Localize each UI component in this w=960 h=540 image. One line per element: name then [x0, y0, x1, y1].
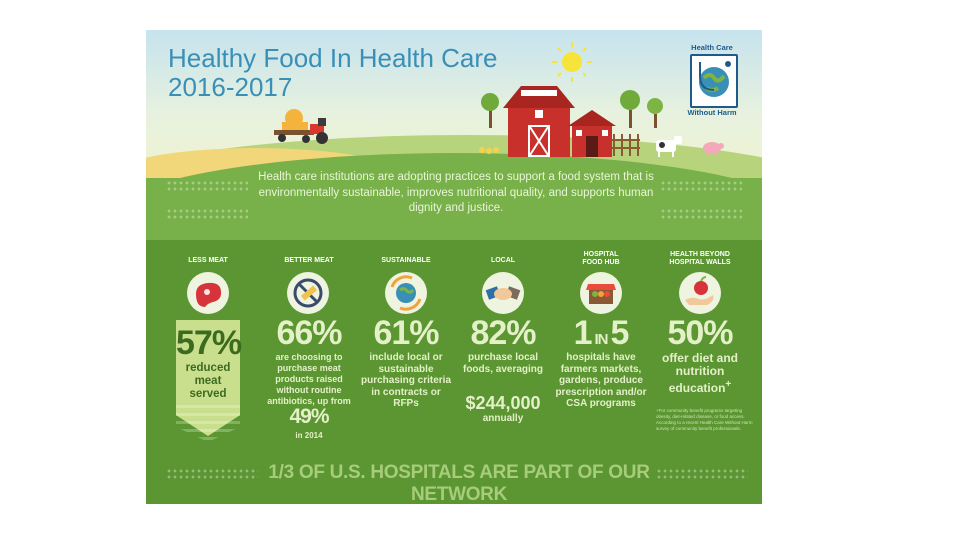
heading-local: LOCAL: [490, 257, 516, 264]
heading-beyond-walls-line-2: HOSPITAL WALLS: [669, 259, 731, 266]
stat-previous-value: 49%: [289, 405, 329, 428]
stat-value-food-hub: 1 IN5: [556, 316, 646, 357]
title-line-1: Healthy Food In Health Care: [168, 43, 498, 73]
stat-value-less-meat: 57%: [176, 324, 242, 362]
no-antibiotics-syringe-icon: [293, 278, 323, 308]
globe-recycle-icon: [390, 275, 422, 311]
icon-circle: [580, 272, 622, 314]
decorative-dots: [166, 208, 248, 220]
heading-beyond-walls: HEALTH BEYOND HOSPITAL WALLS: [654, 251, 746, 267]
barn-icon: [503, 86, 575, 157]
heading-food-hub-line-2: FOOD HUB: [582, 259, 620, 266]
decorative-dots: [660, 180, 742, 192]
stat-desc-food-hub: hospitals have farmers markets, gardens,…: [555, 352, 647, 409]
chicks-icon: [479, 147, 499, 154]
tractor-icon: [274, 109, 328, 144]
stats-band: [146, 240, 762, 504]
ratio-denominator: 5: [610, 314, 630, 352]
decorative-dots: [166, 180, 248, 192]
tree-icon: [647, 98, 663, 128]
infographic-poster: Healthy Food In Health Care 2016-2017 He…: [146, 30, 762, 504]
stat-desc-local: purchase local foods, averaging: [462, 352, 543, 375]
tree-icon: [620, 90, 640, 128]
handshake-icon: [485, 286, 521, 300]
heading-less-meat: LESS MEAT: [188, 257, 228, 264]
page-title: Healthy Food In Health Care 2016-2017: [168, 44, 498, 102]
icon-circle: [187, 272, 229, 314]
stat-value-better-meat: 66%: [276, 314, 342, 352]
stat-value-beyond-walls: 50%: [667, 314, 733, 352]
stat-desc-beyond-walls-text: offer diet and nutrition education: [661, 351, 738, 395]
stat-desc-better-meat: are choosing to purchase meat products r…: [267, 352, 351, 406]
globe-stethoscope-icon: [699, 61, 731, 97]
logo-top-text: Health Care: [691, 43, 733, 52]
hand-apple-icon: [685, 276, 714, 305]
organization-logo: Health Care Without Harm: [682, 42, 742, 118]
icon-circle: [482, 272, 524, 314]
decorative-dots: [166, 468, 258, 480]
ratio-in: IN: [594, 331, 609, 348]
intro-band: [146, 178, 762, 240]
stat-desc-sustainable: include local or sustainable purchasing …: [360, 352, 452, 409]
stat-amount-local: $244,000: [465, 393, 541, 413]
produce-stand-icon: [586, 284, 616, 304]
stat-value-sustainable: 61%: [373, 314, 439, 352]
heading-food-hub-line-1: HOSPITAL: [583, 251, 619, 258]
stat-amount-suffix: annually: [482, 413, 524, 424]
icon-circle: [679, 272, 721, 314]
stat-value-local: 82%: [470, 314, 536, 352]
stat-desc-less-meat: reduced meat served: [185, 362, 231, 400]
logo-frame: [690, 54, 738, 108]
footnote-mark: +: [725, 379, 732, 390]
stat-previous-year: in 2014: [295, 431, 323, 440]
decorative-dots: [656, 468, 748, 480]
footnote: +For community benefit programs targetin…: [656, 408, 753, 431]
pig-icon: [703, 142, 724, 156]
ratio-numerator: 1: [573, 314, 593, 352]
title-line-2: 2016-2017: [168, 72, 293, 102]
icon-circle: [287, 272, 329, 314]
intro-text: Health care institutions are adopting pr…: [258, 171, 654, 214]
steak-icon: [196, 282, 222, 307]
heading-better-meat: BETTER MEAT: [284, 257, 334, 264]
heading-food-hub: HOSPITAL FOOD HUB: [556, 251, 646, 267]
sun-icon: [552, 42, 592, 82]
bottom-banner: 1/3 OF U.S. HOSPITALS ARE PART OF OUR NE…: [268, 462, 650, 504]
heading-sustainable: SUSTAINABLE: [381, 257, 431, 264]
cow-icon: [656, 136, 682, 157]
farm-scene-illustration: [274, 42, 724, 157]
fence-icon: [612, 134, 640, 156]
logo-bottom-text: Without Harm: [687, 108, 737, 117]
heading-beyond-walls-line-1: HEALTH BEYOND: [670, 251, 730, 258]
small-barn-icon: [568, 110, 616, 157]
icon-circle: [385, 272, 427, 314]
decorative-dots: [660, 208, 742, 220]
reduction-arrow: [176, 320, 240, 436]
stat-desc-beyond-walls: offer diet and nutrition education+: [654, 352, 746, 395]
tree-icon: [481, 93, 499, 128]
